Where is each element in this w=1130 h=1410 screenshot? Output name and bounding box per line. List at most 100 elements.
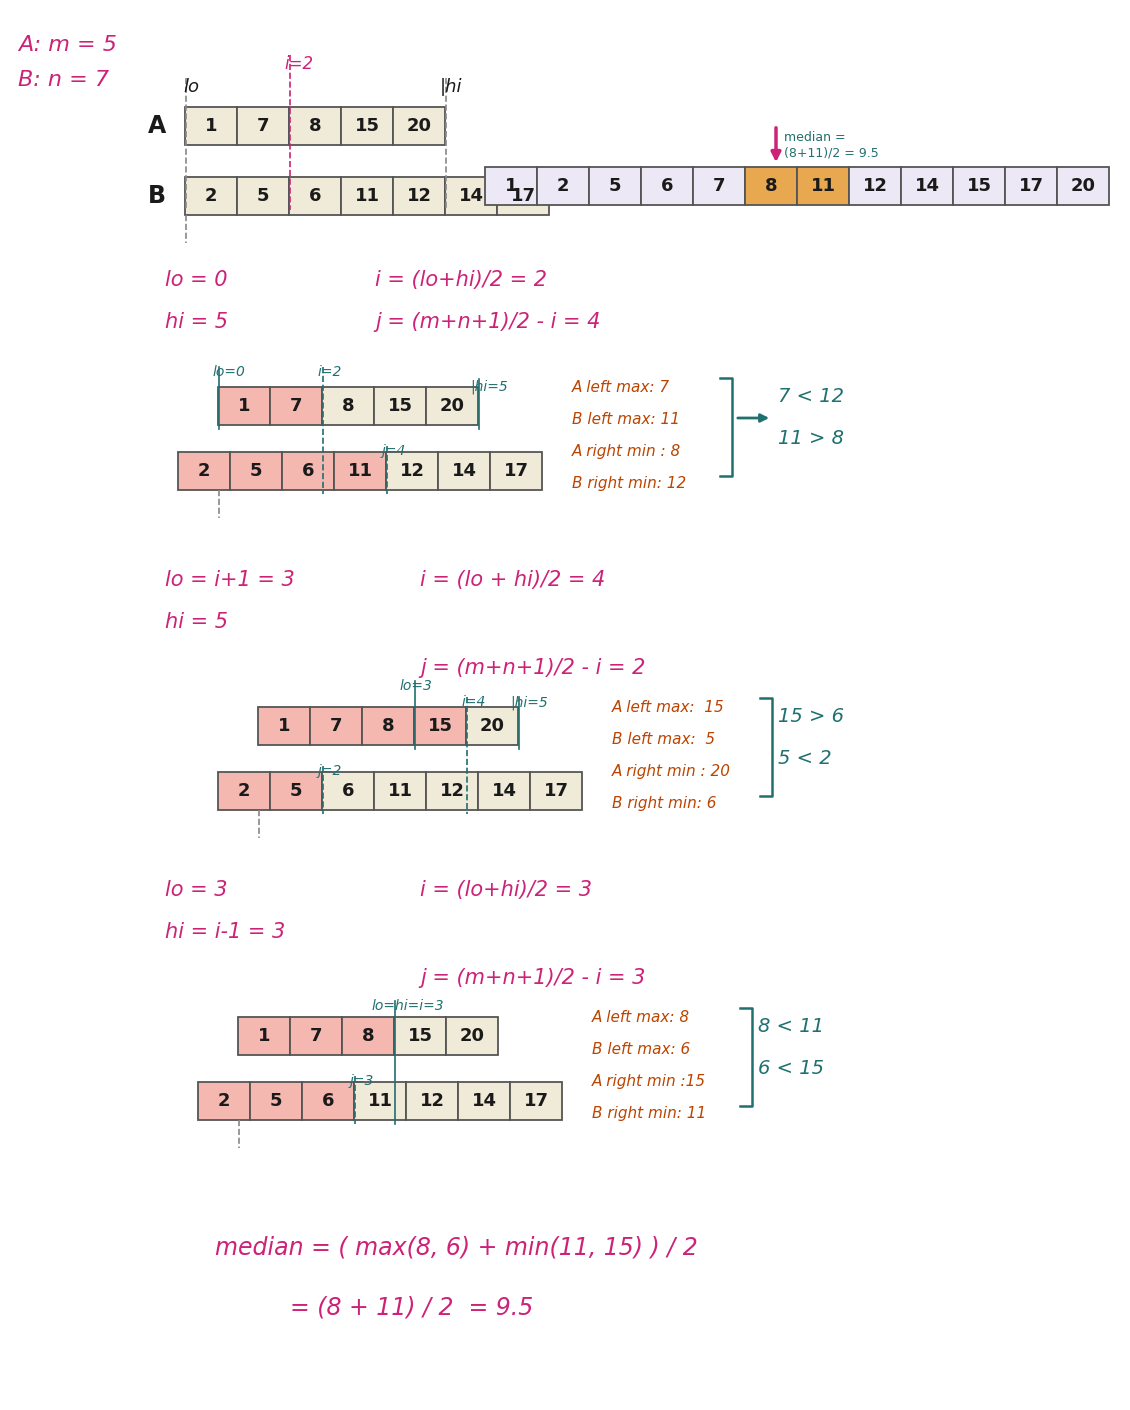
Bar — [238, 1017, 290, 1055]
Bar — [797, 166, 849, 204]
Bar — [322, 773, 374, 809]
Text: hi = 5: hi = 5 — [165, 612, 228, 632]
Text: i = (lo+hi)/2 = 2: i = (lo+hi)/2 = 2 — [375, 269, 547, 290]
Text: A right min : 20: A right min : 20 — [612, 764, 731, 778]
Text: B left max:  5: B left max: 5 — [612, 732, 715, 747]
Text: 20: 20 — [460, 1026, 485, 1045]
Bar — [290, 1017, 342, 1055]
Bar — [497, 178, 549, 214]
Text: j = (m+n+1)/2 - i = 4: j = (m+n+1)/2 - i = 4 — [375, 312, 600, 331]
Text: 2: 2 — [218, 1091, 231, 1110]
Text: = (8 + 11) / 2  = 9.5: = (8 + 11) / 2 = 9.5 — [215, 1294, 533, 1318]
Bar — [334, 453, 386, 491]
Text: 1: 1 — [205, 117, 217, 135]
Text: 2: 2 — [205, 188, 217, 204]
Bar — [394, 1017, 446, 1055]
Text: A right min :15: A right min :15 — [592, 1074, 706, 1089]
Text: 6: 6 — [302, 462, 314, 479]
Bar — [258, 706, 310, 744]
Text: 14: 14 — [914, 178, 939, 195]
Text: 1: 1 — [237, 398, 250, 415]
Text: 6 < 15: 6 < 15 — [758, 1059, 824, 1079]
Text: 8: 8 — [765, 178, 777, 195]
Bar — [237, 107, 289, 145]
Bar — [1005, 166, 1057, 204]
Text: 5: 5 — [289, 783, 302, 799]
Text: j = (m+n+1)/2 - i = 2: j = (m+n+1)/2 - i = 2 — [420, 658, 645, 678]
Text: 15: 15 — [966, 178, 991, 195]
Text: median =
(8+11)/2 = 9.5: median = (8+11)/2 = 9.5 — [784, 131, 879, 159]
Bar — [1057, 166, 1109, 204]
Bar — [849, 166, 901, 204]
Text: 7: 7 — [257, 117, 269, 135]
Text: i=2: i=2 — [318, 365, 342, 379]
Text: 1: 1 — [505, 178, 518, 195]
Text: B left max: 11: B left max: 11 — [572, 412, 680, 427]
Bar — [393, 178, 445, 214]
Text: 12: 12 — [407, 188, 432, 204]
Bar — [179, 453, 231, 491]
Bar — [406, 1081, 458, 1120]
Bar — [693, 166, 745, 204]
Text: 6: 6 — [341, 783, 354, 799]
Bar — [302, 1081, 354, 1120]
Text: A: A — [148, 114, 166, 138]
Bar — [341, 178, 393, 214]
Bar — [374, 773, 426, 809]
Bar — [745, 166, 797, 204]
Text: 11: 11 — [348, 462, 373, 479]
Text: 11: 11 — [810, 178, 835, 195]
Bar — [510, 1081, 562, 1120]
Bar — [414, 706, 466, 744]
Text: 17: 17 — [1018, 178, 1043, 195]
Text: 7 < 12: 7 < 12 — [777, 386, 844, 406]
Text: 15: 15 — [355, 117, 380, 135]
Text: 11: 11 — [388, 783, 412, 799]
Bar — [530, 773, 582, 809]
Text: 7: 7 — [713, 178, 725, 195]
Text: lo=0: lo=0 — [212, 365, 246, 379]
Bar — [393, 107, 445, 145]
Text: 5: 5 — [257, 188, 269, 204]
Text: 20: 20 — [440, 398, 464, 415]
Text: 17: 17 — [544, 783, 568, 799]
Text: 15: 15 — [427, 718, 452, 735]
Text: A left max: 8: A left max: 8 — [592, 1010, 690, 1025]
Text: 5 < 2: 5 < 2 — [777, 749, 832, 768]
Text: 8: 8 — [308, 117, 321, 135]
Bar — [446, 1017, 498, 1055]
Text: 1: 1 — [258, 1026, 270, 1045]
Text: 14: 14 — [471, 1091, 496, 1110]
Text: |hi=5: |hi=5 — [510, 695, 548, 709]
Text: 7: 7 — [330, 718, 342, 735]
Text: 2: 2 — [198, 462, 210, 479]
Bar — [641, 166, 693, 204]
Bar — [458, 1081, 510, 1120]
Bar — [901, 166, 953, 204]
Text: 7: 7 — [289, 398, 302, 415]
Text: 20: 20 — [407, 117, 432, 135]
Bar — [341, 107, 393, 145]
Text: j=4: j=4 — [382, 444, 407, 458]
Text: 8 < 11: 8 < 11 — [758, 1017, 824, 1036]
Text: hi = i-1 = 3: hi = i-1 = 3 — [165, 922, 285, 942]
Text: i=4: i=4 — [462, 695, 486, 709]
Bar — [270, 386, 322, 424]
Text: B right min: 6: B right min: 6 — [612, 797, 716, 811]
Text: lo=3: lo=3 — [400, 680, 433, 692]
Text: 11: 11 — [355, 188, 380, 204]
Text: 15 > 6: 15 > 6 — [777, 706, 844, 726]
Bar — [386, 453, 438, 491]
Bar — [426, 386, 478, 424]
Text: hi = 5: hi = 5 — [165, 312, 228, 331]
Text: 8: 8 — [362, 1026, 374, 1045]
Text: 20: 20 — [479, 718, 504, 735]
Bar — [237, 178, 289, 214]
Text: 12: 12 — [440, 783, 464, 799]
Text: 15: 15 — [388, 398, 412, 415]
Bar — [537, 166, 589, 204]
Text: lo: lo — [183, 78, 199, 96]
Bar — [342, 1017, 394, 1055]
Text: A: m = 5: A: m = 5 — [18, 35, 116, 55]
Bar — [374, 386, 426, 424]
